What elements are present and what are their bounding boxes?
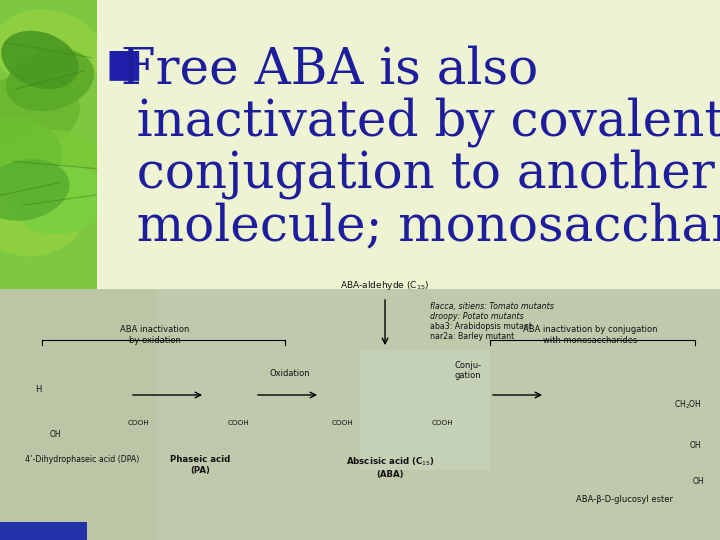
Text: H: H xyxy=(35,386,41,395)
Ellipse shape xyxy=(0,159,69,221)
Ellipse shape xyxy=(0,184,85,256)
Text: inactivated by covalent: inactivated by covalent xyxy=(105,97,720,147)
Text: COOH: COOH xyxy=(431,420,453,426)
Ellipse shape xyxy=(6,49,94,111)
Text: droopy: Potato mutants: droopy: Potato mutants xyxy=(430,312,523,321)
Bar xyxy=(0,289,720,540)
Bar xyxy=(0,289,720,540)
Ellipse shape xyxy=(13,166,107,234)
Text: COOH: COOH xyxy=(227,420,249,426)
Text: flacca, sitiens: Tomato mutants: flacca, sitiens: Tomato mutants xyxy=(430,302,554,311)
Text: COOH: COOH xyxy=(331,420,353,426)
Text: nar2a: Barley mutant: nar2a: Barley mutant xyxy=(430,332,514,341)
Text: Conju-
gation: Conju- gation xyxy=(454,361,482,380)
Text: 4’-Dihydrophaseic acid (DPA): 4’-Dihydrophaseic acid (DPA) xyxy=(25,455,139,464)
Ellipse shape xyxy=(0,117,62,183)
Text: OH: OH xyxy=(692,477,704,487)
Text: Abscisic acid (C$_{15}$)
(ABA): Abscisic acid (C$_{15}$) (ABA) xyxy=(346,455,434,478)
Text: molecule; monosaccharide: molecule; monosaccharide xyxy=(105,201,720,251)
Ellipse shape xyxy=(1,31,78,89)
Text: Free ABA is also: Free ABA is also xyxy=(105,45,539,94)
Text: OH: OH xyxy=(689,441,701,449)
Bar xyxy=(0,522,87,540)
Ellipse shape xyxy=(0,72,80,147)
Ellipse shape xyxy=(3,130,107,200)
Text: CH$_2$OH: CH$_2$OH xyxy=(674,399,702,411)
Ellipse shape xyxy=(0,10,103,91)
Text: COOH: COOH xyxy=(127,420,149,426)
Text: conjugation to another: conjugation to another xyxy=(105,150,715,199)
Text: aba3: Arabidopsis mutant: aba3: Arabidopsis mutant xyxy=(430,322,532,331)
Text: ABA inactivation
by oxidation: ABA inactivation by oxidation xyxy=(120,325,189,345)
Bar xyxy=(97,0,720,289)
Text: Phaseic acid
(PA): Phaseic acid (PA) xyxy=(170,455,230,475)
Text: ABA-β-D-glucosyl ester: ABA-β-D-glucosyl ester xyxy=(577,495,673,504)
Text: OH: OH xyxy=(49,430,60,439)
Text: ABA inactivation by conjugation
with monosaccharides: ABA inactivation by conjugation with mon… xyxy=(523,325,657,345)
Bar xyxy=(0,0,97,289)
Bar xyxy=(360,350,490,470)
Text: Oxidation: Oxidation xyxy=(270,369,310,378)
Text: ABA-aldehyde (C$_{15}$): ABA-aldehyde (C$_{15}$) xyxy=(341,279,430,292)
Text: ■: ■ xyxy=(105,45,142,83)
Bar xyxy=(0,289,157,540)
Bar xyxy=(97,0,720,145)
